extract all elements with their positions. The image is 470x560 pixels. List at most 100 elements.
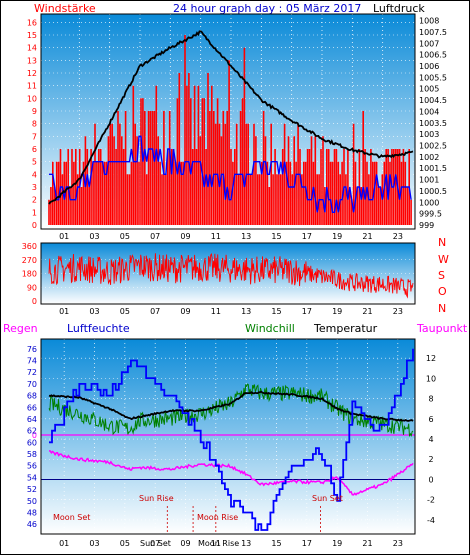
moon-set-label: Moon Set — [53, 513, 90, 522]
pressure-tick-label: 1000 — [419, 198, 439, 207]
humidity-tick-label: 58 — [27, 450, 37, 459]
temperature-tick-label: 0 — [428, 475, 433, 484]
direction-x-tick-label: 09 — [180, 307, 190, 316]
humidity-tick-label: 76 — [27, 345, 37, 354]
luftfeuchte-label: Luftfeuchte — [67, 322, 130, 335]
wind-tick-label: 8 — [32, 120, 37, 129]
pressure-tick-label: 1006 — [419, 62, 439, 71]
windstaerke-label: Windstärke — [34, 2, 96, 15]
humidity-tick-label: 52 — [27, 485, 37, 494]
temperature-x-tick-label: 13 — [241, 539, 251, 548]
wind-tick-label: 0 — [32, 221, 37, 230]
humidity-tick-label: 48 — [27, 508, 37, 517]
pressure-tick-label: 1008 — [419, 17, 439, 26]
wind-x-tick-label: 13 — [241, 232, 251, 241]
wind-tick-label: 7 — [32, 132, 37, 141]
temperature-tick-label: 8 — [428, 395, 433, 404]
humidity-tick-label: 54 — [27, 473, 37, 482]
wind-x-tick-label: 05 — [120, 232, 130, 241]
pressure-tick-label: 1006.5 — [419, 51, 447, 60]
humidity-tick-label: 60 — [27, 438, 37, 447]
direction-panel-border — [40, 242, 416, 305]
humidity-tick-label: 50 — [27, 497, 37, 506]
direction-x-tick-label: 15 — [271, 307, 281, 316]
direction-x-tick-label: 11 — [211, 307, 221, 316]
luftdruck-label: Luftdruck — [373, 2, 425, 15]
wind-tick-label: 9 — [32, 107, 37, 116]
temperature-x-tick-label: 19 — [332, 539, 342, 548]
wind-tick-label: 10 — [27, 94, 37, 103]
wind-tick-label: 1 — [32, 208, 37, 217]
moon-rise-axis-label: Moon Rise — [198, 539, 239, 548]
pressure-tick-label: 1002 — [419, 153, 439, 162]
moon-rise-label: Moon Rise — [197, 513, 238, 522]
dewpoint-line — [48, 450, 414, 496]
pressure-tick-label: 1004.5 — [419, 96, 447, 105]
direction-x-tick-label: 17 — [302, 307, 312, 316]
rain-zero-label: 0 — [32, 431, 37, 440]
pressure-tick-label: 1007.5 — [419, 28, 447, 37]
direction-x-tick-label: 07 — [150, 307, 160, 316]
pressure-tick-label: 1002.5 — [419, 141, 447, 150]
wind-x-tick-label: 19 — [332, 232, 342, 241]
pressure-tick-label: 1001.5 — [419, 164, 447, 173]
wind-x-tick-label: 11 — [211, 232, 221, 241]
direction-tick-label: 90 — [27, 283, 37, 292]
wind-x-tick-label: 21 — [362, 232, 372, 241]
wind-panel-border — [40, 13, 416, 230]
wind-x-tick-label: 03 — [89, 232, 99, 241]
wind-x-tick-label: 07 — [150, 232, 160, 241]
direction-tick-label: 0 — [32, 297, 37, 306]
temperature-tick-label: 10 — [426, 374, 436, 383]
wind-tick-label: 13 — [27, 56, 37, 65]
pressure-tick-label: 999.5 — [419, 210, 442, 219]
wind-x-tick-label: 01 — [59, 232, 69, 241]
graph-title: 24 hour graph day : 05 März 2017 — [173, 2, 361, 15]
pressure-tick-label: 1005 — [419, 85, 439, 94]
temperature-panel-border — [40, 338, 416, 535]
wind-pressure-chart: 16151413121110987654321010081007.5100710… — [27, 14, 447, 241]
pressure-tick-label: 999 — [419, 221, 434, 230]
temperature-x-tick-label: 01 — [59, 539, 69, 548]
sun-rise-label: Sun Rise — [139, 494, 174, 503]
sun-set-label: Sun Set — [312, 494, 343, 503]
pressure-tick-label: 1005.5 — [419, 73, 447, 82]
compass-label: S — [438, 269, 445, 282]
humidity-tick-label: 46 — [27, 520, 37, 529]
wind-x-tick-label: 17 — [302, 232, 312, 241]
humidity-tick-label: 68 — [27, 392, 37, 401]
direction-x-tick-label: 21 — [362, 307, 372, 316]
direction-x-tick-label: 01 — [59, 307, 69, 316]
temperature-x-tick-label: 15 — [271, 539, 281, 548]
gust-line — [49, 135, 412, 213]
direction-x-tick-label: 03 — [89, 307, 99, 316]
compass-label: N — [438, 236, 446, 249]
wind-x-tick-label: 23 — [393, 232, 403, 241]
temperature-x-tick-label: 11 — [211, 539, 221, 548]
pressure-tick-label: 1007 — [419, 39, 439, 48]
pressure-tick-label: 1004 — [419, 107, 439, 116]
windchill-label: Windchill — [245, 322, 295, 335]
wind-tick-label: 5 — [32, 158, 37, 167]
wind-tick-label: 4 — [32, 170, 37, 179]
pressure-tick-label: 1003.5 — [419, 119, 447, 128]
direction-line — [48, 253, 414, 299]
taupunkt-label: Taupunkt — [416, 322, 468, 335]
compass-label: O — [438, 285, 447, 298]
humidity-tick-label: 62 — [27, 427, 37, 436]
temperature-x-tick-label: 05 — [120, 539, 130, 548]
wind-tick-label: 11 — [27, 82, 37, 91]
direction-tick-label: 180 — [22, 270, 37, 279]
temperatur-label: Temperatur — [313, 322, 378, 335]
temperature-x-tick-label: 03 — [89, 539, 99, 548]
direction-x-tick-label: 05 — [120, 307, 130, 316]
direction-x-tick-label: 19 — [332, 307, 342, 316]
direction-x-tick-label: 23 — [393, 307, 403, 316]
wind-tick-label: 3 — [32, 183, 37, 192]
wind-tick-label: 6 — [32, 145, 37, 154]
humidity-tick-label: 74 — [27, 357, 37, 366]
wind-tick-label: 12 — [27, 69, 37, 78]
direction-x-tick-label: 13 — [241, 307, 251, 316]
